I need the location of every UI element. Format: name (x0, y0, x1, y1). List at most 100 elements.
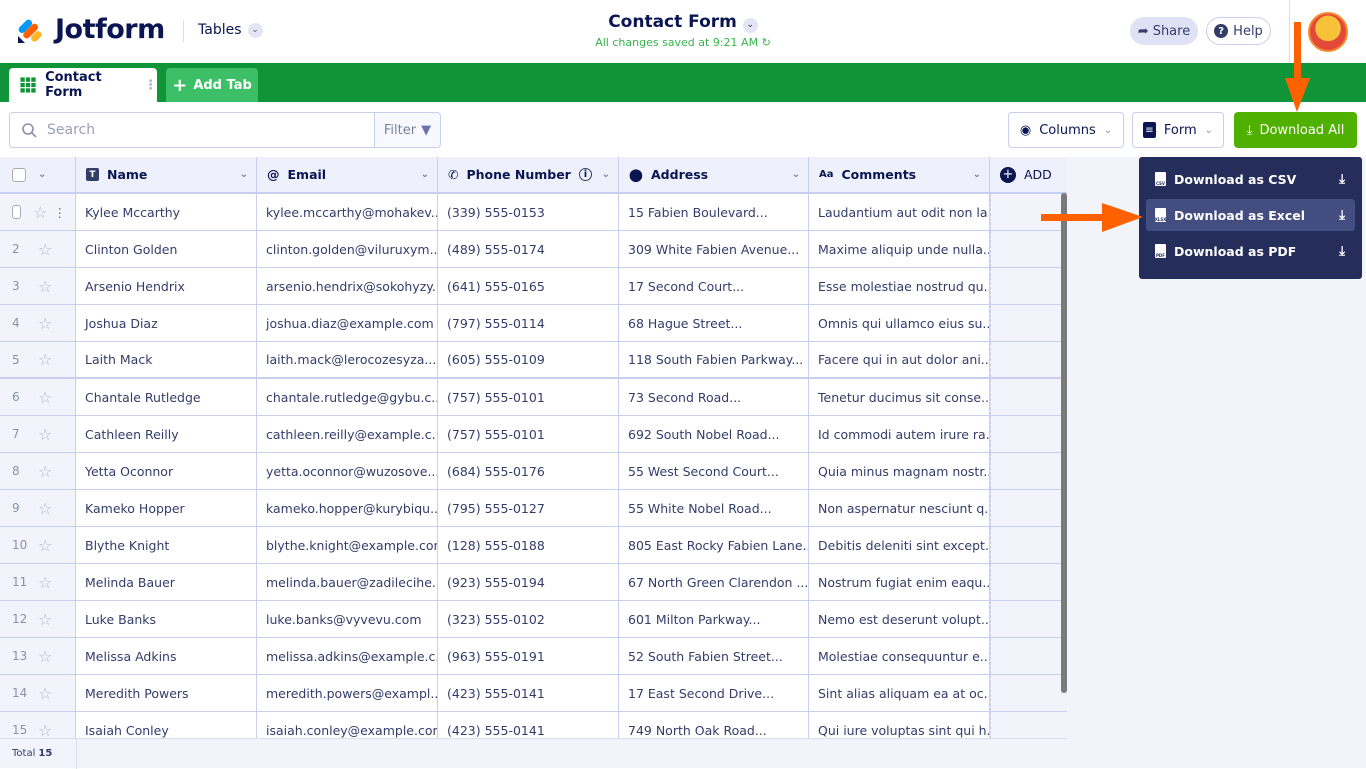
table-cell[interactable]: Kylee Mccarthy (76, 194, 257, 230)
add-column-button[interactable]: + ADD (990, 157, 1067, 192)
star-icon[interactable]: ☆ (38, 387, 53, 407)
table-row[interactable]: 8 ☆ Yetta Oconnor yetta.oconnor@wuzosove...… (0, 453, 1067, 490)
table-cell[interactable]: Sint alias aliquam ea at oc... (809, 675, 990, 711)
table-row[interactable]: 4 ☆ Joshua Diaz joshua.diaz@example.com (797… (0, 305, 1067, 342)
search-input[interactable]: Search (9, 112, 375, 148)
table-cell[interactable]: 692 South Nobel Road... (619, 416, 809, 452)
table-cell[interactable]: (339) 555-0153 (438, 194, 619, 230)
table-cell[interactable]: Clinton Golden (76, 231, 257, 267)
download-all-button[interactable]: ⤓ Download All (1234, 112, 1357, 148)
vertical-scrollbar[interactable] (1061, 193, 1067, 693)
form-button[interactable]: ≡ Form ⌄ (1132, 112, 1224, 148)
star-icon[interactable]: ☆ (38, 239, 53, 259)
chevron-down-icon[interactable]: ⌄ (972, 169, 981, 180)
table-cell[interactable]: melinda.bauer@zadilecihe... (257, 564, 438, 600)
table-cell[interactable]: arsenio.hendrix@sokohyzy... (257, 268, 438, 304)
chevron-down-icon[interactable]: ⌄ (420, 169, 429, 180)
star-icon[interactable]: ☆ (38, 609, 53, 629)
star-icon[interactable]: ☆ (38, 720, 53, 739)
table-cell[interactable]: kylee.mccarthy@mohakev... (257, 194, 438, 230)
table-row[interactable]: 11 ☆ Melinda Bauer melinda.bauer@zadilecihe… (0, 564, 1067, 601)
star-icon[interactable]: ☆ (38, 350, 53, 369)
table-cell[interactable]: 55 West Second Court... (619, 453, 809, 489)
chevron-down-icon[interactable]: ⌄ (38, 169, 47, 180)
more-options-icon[interactable]: ⋮ (144, 77, 157, 93)
select-all-checkbox[interactable] (12, 167, 26, 182)
table-cell[interactable]: Melinda Bauer (76, 564, 257, 600)
column-header-phone[interactable]: ✆ Phone Number i ⌄ (438, 157, 619, 192)
table-cell[interactable]: meredith.powers@exampl... (257, 675, 438, 711)
table-cell[interactable]: Laudantium aut odit non la... (809, 194, 990, 230)
table-cell[interactable]: yetta.oconnor@wuzosove... (257, 453, 438, 489)
table-row[interactable]: 15 ☆ Isaiah Conley isaiah.conley@example.co… (0, 712, 1067, 738)
table-cell[interactable]: Quia minus magnam nostr... (809, 453, 990, 489)
table-cell[interactable]: 118 South Fabien Parkway... (619, 342, 809, 377)
table-cell[interactable]: blythe.knight@example.com (257, 527, 438, 563)
table-cell[interactable]: Omnis qui ullamco eius su... (809, 305, 990, 341)
table-row[interactable]: 3 ☆ Arsenio Hendrix arsenio.hendrix@sokohyz… (0, 268, 1067, 305)
share-button[interactable]: ➦ Share (1130, 17, 1198, 45)
table-cell[interactable]: 17 Second Court... (619, 268, 809, 304)
table-cell[interactable]: (489) 555-0174 (438, 231, 619, 267)
star-icon[interactable]: ☆ (38, 498, 53, 518)
table-cell[interactable]: (963) 555-0191 (438, 638, 619, 674)
chevron-down-icon[interactable]: ⌄ (791, 169, 800, 180)
table-cell[interactable]: Nemo est deserunt volupt... (809, 601, 990, 637)
table-cell[interactable]: Qui iure voluptas sint qui h... (809, 712, 990, 738)
table-cell[interactable]: Maxime aliquip unde nulla... (809, 231, 990, 267)
table-cell[interactable]: Nostrum fugiat enim eaqu... (809, 564, 990, 600)
star-icon[interactable]: ☆ (38, 313, 53, 333)
table-cell[interactable]: laith.mack@lerocozesyza... (257, 342, 438, 377)
table-cell[interactable]: 15 Fabien Boulevard... (619, 194, 809, 230)
more-options-icon[interactable]: ⋮ (53, 204, 67, 220)
table-row[interactable]: 13 ☆ Melissa Adkins melissa.adkins@example.… (0, 638, 1067, 675)
table-cell[interactable]: 55 White Nobel Road... (619, 490, 809, 526)
table-cell[interactable]: clinton.golden@viluruxym... (257, 231, 438, 267)
table-cell[interactable]: 749 North Oak Road... (619, 712, 809, 738)
table-cell[interactable]: Meredith Powers (76, 675, 257, 711)
help-button[interactable]: ? Help (1206, 17, 1271, 45)
table-cell[interactable]: Molestiae consequuntur e... (809, 638, 990, 674)
table-cell[interactable]: (684) 555-0176 (438, 453, 619, 489)
table-cell[interactable]: Blythe Knight (76, 527, 257, 563)
table-cell[interactable]: Luke Banks (76, 601, 257, 637)
filter-button[interactable]: Filter ▼ (374, 112, 441, 148)
chevron-down-icon[interactable]: ⌄ (601, 169, 610, 180)
table-cell[interactable]: chantale.rutledge@gybu.c... (257, 379, 438, 415)
table-cell[interactable]: 73 Second Road... (619, 379, 809, 415)
avatar[interactable] (1308, 12, 1348, 52)
table-cell[interactable]: (757) 555-0101 (438, 416, 619, 452)
form-title[interactable]: Contact Form ⌄ (0, 12, 1366, 33)
table-row[interactable]: ☆ ⋮ Kylee Mccarthy kylee.mccarthy@mohakev..… (0, 194, 1067, 231)
star-icon[interactable]: ☆ (38, 535, 53, 555)
table-cell[interactable]: Debitis deleniti sint except... (809, 527, 990, 563)
table-cell[interactable]: Arsenio Hendrix (76, 268, 257, 304)
jotform-logo[interactable]: Jotform (17, 14, 165, 45)
table-cell[interactable]: 17 East Second Drive... (619, 675, 809, 711)
add-tab-button[interactable]: + Add Tab (166, 68, 258, 102)
columns-button[interactable]: ◉ Columns ⌄ (1008, 112, 1124, 148)
table-cell[interactable]: (641) 555-0165 (438, 268, 619, 304)
star-icon[interactable]: ☆ (38, 424, 53, 444)
table-cell[interactable]: Joshua Diaz (76, 305, 257, 341)
column-header-address[interactable]: ⬤ Address ⌄ (619, 157, 809, 192)
table-row[interactable]: 12 ☆ Luke Banks luke.banks@vyvevu.com (323) … (0, 601, 1067, 638)
table-cell[interactable]: 67 North Green Clarendon ... (619, 564, 809, 600)
column-header-name[interactable]: T Name ⌄ (76, 157, 257, 192)
table-cell[interactable]: Chantale Rutledge (76, 379, 257, 415)
table-cell[interactable]: cathleen.reilly@example.c... (257, 416, 438, 452)
column-header-comments[interactable]: Aa Comments ⌄ (809, 157, 990, 192)
tab-contact-form[interactable]: Contact Form ⋮ (9, 68, 157, 102)
table-cell[interactable]: (923) 555-0194 (438, 564, 619, 600)
table-cell[interactable]: (128) 555-0188 (438, 527, 619, 563)
star-icon[interactable]: ☆ (38, 572, 53, 592)
table-row[interactable]: 5 ☆ Laith Mack laith.mack@lerocozesyza... (6… (0, 342, 1067, 379)
table-cell[interactable]: melissa.adkins@example.c... (257, 638, 438, 674)
table-cell[interactable]: 309 White Fabien Avenue... (619, 231, 809, 267)
chevron-down-icon[interactable]: ⌄ (239, 169, 248, 180)
table-cell[interactable]: 805 East Rocky Fabien Lane... (619, 527, 809, 563)
info-icon[interactable]: i (579, 168, 592, 181)
star-icon[interactable]: ☆ (33, 202, 48, 222)
table-cell[interactable]: 52 South Fabien Street... (619, 638, 809, 674)
table-row[interactable]: 7 ☆ Cathleen Reilly cathleen.reilly@example… (0, 416, 1067, 453)
